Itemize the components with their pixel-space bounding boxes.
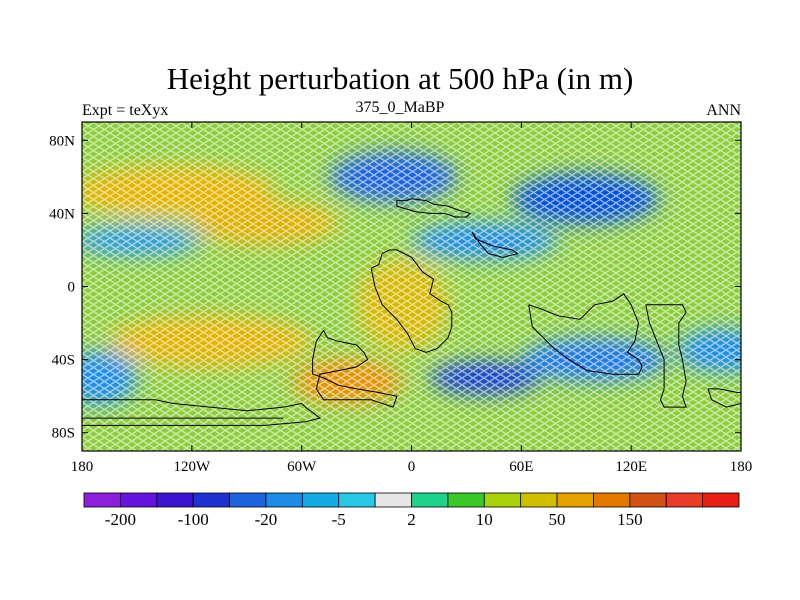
x-tick-label: 60E (509, 459, 533, 475)
colorbar-swatch (265, 492, 303, 508)
y-tick-label: 80N (49, 133, 75, 149)
coastline-3 (312, 330, 398, 408)
x-tick-label: 180 (730, 459, 753, 475)
x-tick-label: 0 (408, 459, 416, 475)
colorbar-swatch (411, 492, 449, 508)
coastline-4 (528, 293, 643, 375)
colorbar-swatch (192, 492, 230, 508)
colorbar-swatch (593, 492, 631, 508)
y-tick-label: 0 (68, 280, 76, 296)
coastlines (82, 198, 741, 426)
longitude-axis: 180 120W 60W 0 60E 120E 180 (71, 122, 753, 475)
period-label: 375_0_MaBP (355, 99, 445, 116)
colorbar: -200 -100 -20 -5 2 10 50 150 (83, 492, 740, 529)
colorbar-swatch (556, 492, 594, 508)
colorbar-swatch (483, 492, 522, 508)
latitude-axis: 80N 40N 0 40S 80S (49, 133, 741, 442)
colorbar-swatch (629, 492, 667, 508)
colorbar-swatch (156, 492, 194, 508)
x-tick-label: 120E (615, 459, 647, 475)
coastline-1 (471, 231, 519, 258)
season-label: ANN (706, 102, 741, 119)
colorbar-swatch (83, 492, 121, 508)
colorbar-swatch (520, 492, 558, 508)
stipple-hatching (82, 122, 741, 451)
colorbar-swatch (665, 492, 704, 508)
colorbar-label: -5 (332, 510, 346, 529)
x-tick-label: 120W (173, 459, 211, 475)
coastline-7 (82, 399, 322, 426)
colorbar-label: -100 (178, 510, 209, 529)
coastline-6 (707, 388, 741, 408)
colorbar-swatch (301, 492, 340, 508)
coastline-0 (396, 198, 472, 218)
colorbar-swatch (447, 492, 485, 508)
colorbar-swatch (338, 492, 376, 508)
colorbar-label: 150 (617, 510, 643, 529)
colorbar-swatch (702, 492, 740, 508)
coastline-5 (645, 304, 687, 408)
colorbar-swatch (229, 492, 267, 508)
colorbar-label: 50 (549, 510, 566, 529)
map-field (82, 122, 741, 451)
colorbar-label: 2 (407, 510, 416, 529)
y-tick-label: 40S (52, 353, 75, 369)
x-tick-label: 180 (71, 459, 94, 475)
coastline-2 (370, 249, 453, 353)
colorbar-swatch (374, 492, 412, 508)
colorbar-label: 10 (476, 510, 493, 529)
experiment-label: Expt = teXyx (82, 102, 169, 119)
y-tick-label: 40N (49, 206, 75, 222)
y-tick-label: 80S (52, 426, 75, 442)
plot-title: Height perturbation at 500 hPa (in m) (166, 61, 634, 96)
x-tick-label: 60W (287, 459, 317, 475)
colorbar-swatch (119, 492, 158, 508)
colorbar-label: -200 (105, 510, 136, 529)
colorbar-label: -20 (255, 510, 278, 529)
